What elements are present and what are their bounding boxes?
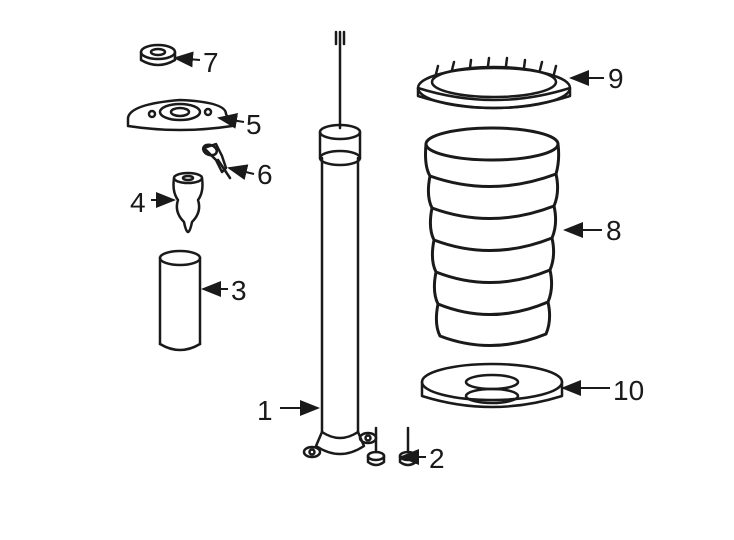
part-lower-bolts (368, 428, 416, 465)
callout-label-6: 6 (257, 159, 273, 191)
part-coil-spring (426, 128, 559, 346)
part-upper-seat (418, 58, 570, 108)
part-upper-mount (128, 100, 232, 130)
callout-label-10: 10 (613, 375, 644, 407)
callout-label-2: 2 (429, 443, 445, 475)
callout-label-4: 4 (130, 187, 146, 219)
callout-label-9: 9 (608, 63, 624, 95)
callout-label-1: 1 (257, 395, 273, 427)
callout-arrows (151, 58, 610, 457)
part-nut (141, 45, 175, 65)
parts-diagram (0, 0, 734, 540)
callout-label-7: 7 (203, 47, 219, 79)
callout-label-8: 8 (606, 215, 622, 247)
part-bolt (202, 143, 230, 178)
part-bump-stop (174, 173, 203, 232)
callout-label-5: 5 (246, 109, 262, 141)
part-dust-cover (160, 251, 200, 350)
callout-label-3: 3 (231, 275, 247, 307)
part-lower-seat (422, 364, 562, 407)
part-shock-absorber (304, 32, 376, 457)
